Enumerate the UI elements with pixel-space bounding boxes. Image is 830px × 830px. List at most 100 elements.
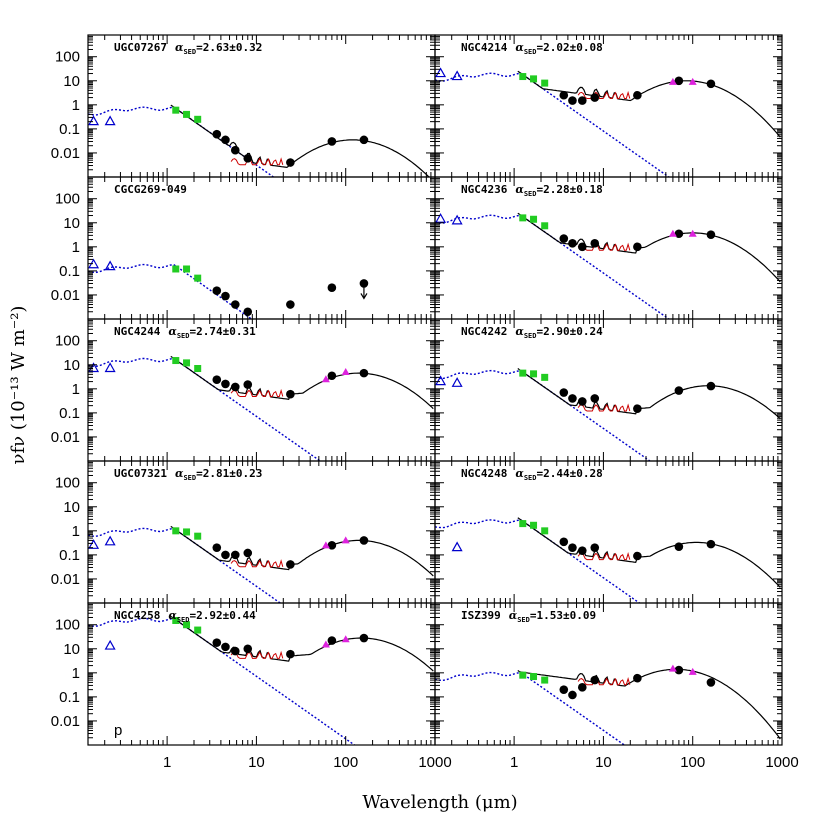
nir-point xyxy=(519,671,527,679)
ir-point xyxy=(286,649,295,659)
total-model-curve xyxy=(517,668,781,740)
panel-title: NGC4258 αSED=2.92±0.44 xyxy=(114,609,256,624)
plot-area xyxy=(88,615,434,745)
ir-point xyxy=(243,548,253,558)
nir-point xyxy=(530,75,538,83)
fir-point xyxy=(668,664,677,672)
nir-point xyxy=(183,265,191,273)
ir-point xyxy=(221,135,230,145)
panel-title: NGC4214 αSED=2.02±0.08 xyxy=(461,41,603,56)
ir-point xyxy=(559,90,569,100)
ir-point xyxy=(230,145,240,155)
pah-model-curve xyxy=(577,677,631,686)
fir-point xyxy=(668,229,677,237)
panel-frame xyxy=(87,602,436,746)
y-tick-label: 0.01 xyxy=(51,145,80,162)
uv-point xyxy=(88,115,100,126)
x-tick-label: 100 xyxy=(333,754,358,771)
panel-NGC4242: NGC4242 αSED=2.90±0.24 xyxy=(434,318,783,462)
nir-point xyxy=(541,79,549,87)
ir-point xyxy=(243,153,253,163)
uv-point xyxy=(435,67,447,78)
pah-model-curve xyxy=(577,242,631,251)
panel-NGC4248: NGC4248 αSED=2.44±0.28 xyxy=(434,460,783,604)
y-tick-label: 0.01 xyxy=(51,713,80,730)
uv-point xyxy=(104,115,116,126)
ir-point xyxy=(359,135,369,145)
ir-point xyxy=(559,388,569,397)
ir-point xyxy=(577,683,587,692)
ir-point xyxy=(590,675,600,685)
pah-model-curve xyxy=(577,403,631,412)
panel-title: CGCG269-049 xyxy=(114,183,187,196)
ir-point xyxy=(230,382,240,392)
ir-point xyxy=(327,371,337,381)
nir-point xyxy=(530,521,538,529)
y-tick-label: 0.1 xyxy=(59,121,80,138)
nir-point xyxy=(541,373,549,381)
nir-point xyxy=(194,365,202,373)
nir-point xyxy=(183,621,191,629)
ir-point xyxy=(568,543,577,552)
panel-title: UGC07321 αSED=2.81±0.23 xyxy=(114,467,262,482)
ir-point xyxy=(590,394,600,403)
upper-limit-arrowhead xyxy=(360,293,368,300)
total-model-curve xyxy=(170,615,434,672)
plot-area xyxy=(88,258,369,319)
panel-frame xyxy=(434,460,783,604)
nir-point xyxy=(541,527,549,535)
stellar-model-curve xyxy=(435,519,641,603)
y-tick-label: 1 xyxy=(72,523,80,540)
nir-point xyxy=(194,626,202,634)
y-tick-label: 100 xyxy=(55,191,80,208)
ir-point xyxy=(577,242,587,252)
fir-point xyxy=(321,640,330,648)
ir-point xyxy=(359,633,369,643)
ir-point xyxy=(327,283,337,293)
stellar-model-curve xyxy=(435,369,652,461)
y-tick-label: 100 xyxy=(55,475,80,492)
pah-model-curve xyxy=(577,551,631,561)
nir-point xyxy=(194,274,202,282)
ir-point xyxy=(230,300,240,309)
ir-point xyxy=(706,381,716,391)
plot-area xyxy=(88,525,434,603)
x-tick-label: 10 xyxy=(248,754,265,771)
ir-point xyxy=(590,239,600,248)
panel-frame xyxy=(87,34,436,178)
ir-point xyxy=(590,93,600,102)
nir-point xyxy=(172,616,180,624)
ir-point xyxy=(286,158,295,167)
x-tick-label: 1 xyxy=(510,754,518,771)
pah-model-curve xyxy=(230,559,284,568)
ir-point xyxy=(286,389,295,399)
panel-UGC07267: 100 10 1 0.1 0.01 UGC07267 αSED=2.63±0.32 xyxy=(51,34,436,178)
plot-area xyxy=(435,664,781,745)
x-tick-label: 10 xyxy=(595,754,612,771)
ir-point xyxy=(243,307,253,317)
ir-point xyxy=(286,300,295,309)
ir-point xyxy=(633,242,642,252)
fir-point xyxy=(341,368,350,376)
ir-point xyxy=(577,96,587,105)
ir-point xyxy=(706,539,716,549)
total-model-curve xyxy=(170,355,434,410)
panel-CGCG269-049: 100 10 1 0.1 0.01 CGCG269-049 xyxy=(51,176,436,320)
y-tick-label: 0.01 xyxy=(51,429,80,446)
nir-point xyxy=(530,215,538,223)
ir-point xyxy=(633,90,642,100)
nir-point xyxy=(541,676,549,684)
plot-area xyxy=(88,355,434,461)
uv-point xyxy=(104,362,116,373)
ir-point xyxy=(568,394,577,403)
plot-area xyxy=(88,104,430,177)
plot-area xyxy=(435,517,781,603)
panel-title: ISZ399 αSED=1.53±0.09 xyxy=(461,609,596,624)
ir-point xyxy=(568,239,577,248)
ir-point xyxy=(706,678,716,687)
ir-point xyxy=(706,79,716,89)
ir-point xyxy=(559,234,569,243)
y-tick-label: 10 xyxy=(63,499,80,516)
nir-point xyxy=(183,110,191,118)
